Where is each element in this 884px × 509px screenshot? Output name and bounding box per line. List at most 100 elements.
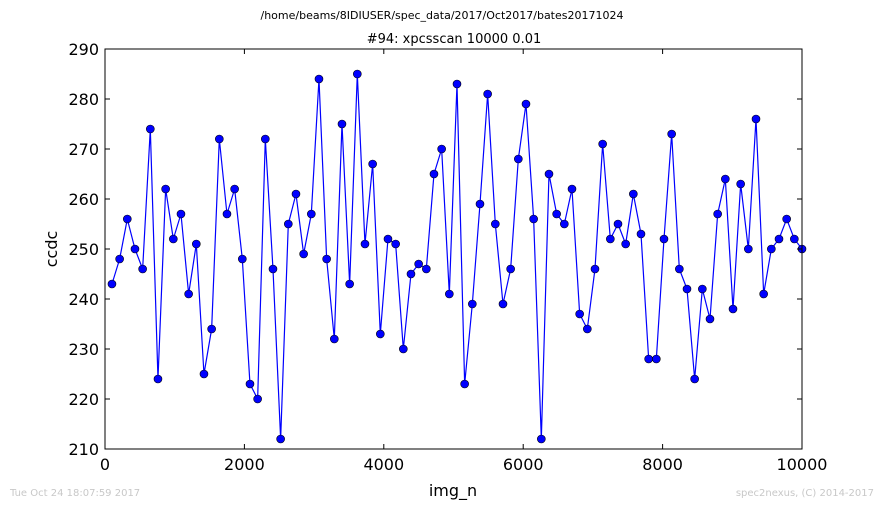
- data-point: [376, 329, 385, 339]
- data-point: [383, 234, 393, 244]
- data-point: [107, 279, 117, 289]
- x-axis: 0 2000 4000 6000 8000 10000: [100, 49, 828, 474]
- y-tick-label: 240: [68, 290, 99, 309]
- data-point: [368, 159, 377, 169]
- y-axis-label: ccdc: [42, 231, 61, 268]
- data-point: [337, 119, 347, 129]
- data-point: [782, 214, 791, 224]
- data-point: [767, 244, 776, 254]
- data-point: [744, 244, 753, 254]
- data-point: [245, 379, 255, 389]
- y-tick-label: 210: [68, 440, 99, 459]
- data-point: [184, 289, 193, 299]
- data-point: [360, 239, 370, 249]
- data-point: [307, 209, 316, 219]
- data-point: [115, 254, 124, 264]
- y-tick-label: 280: [68, 90, 99, 109]
- data-point: [713, 209, 722, 219]
- data-point: [353, 69, 362, 79]
- y-axis: 210 220 230 240 250 260 270 280 290: [68, 40, 802, 459]
- footer-credit: spec2nexus, (C) 2014-2017: [735, 488, 874, 499]
- data-point: [422, 264, 431, 274]
- data-point: [560, 219, 569, 229]
- data-point: [330, 334, 339, 344]
- page-title: /home/beams/8IDIUSER/spec_data/2017/Oct2…: [260, 9, 624, 22]
- data-point: [230, 184, 239, 194]
- data-point: [552, 209, 561, 219]
- data-point: [429, 169, 439, 179]
- data-point: [514, 154, 523, 164]
- y-tick-label: 250: [68, 240, 99, 259]
- data-point: [345, 279, 354, 289]
- data-point: [322, 254, 331, 264]
- data-point: [475, 199, 485, 209]
- data-point: [153, 374, 163, 384]
- data-point: [406, 269, 416, 279]
- data-point: [414, 259, 423, 269]
- chart-title: #94: xpcsscan 10000 0.01: [367, 32, 542, 47]
- data-point: [491, 219, 500, 229]
- data-point: [736, 179, 745, 189]
- data-point: [215, 134, 224, 144]
- y-tick-label: 230: [68, 340, 99, 359]
- data-point: [437, 144, 446, 154]
- x-tick-label: 8000: [642, 455, 683, 474]
- data-point: [146, 124, 155, 134]
- data-point: [544, 169, 554, 179]
- data-point: [314, 74, 324, 84]
- data-point: [659, 234, 669, 244]
- data-point: [652, 354, 661, 364]
- data-point: [774, 234, 784, 244]
- data-point: [506, 264, 515, 274]
- data-point: [728, 304, 738, 314]
- data-point: [498, 299, 508, 309]
- data-point: [698, 284, 707, 294]
- x-tick-label: 4000: [363, 455, 404, 474]
- data-point: [238, 254, 247, 264]
- x-tick-label: 6000: [503, 455, 544, 474]
- x-tick-label: 0: [100, 455, 110, 474]
- data-point: [207, 324, 216, 334]
- data-point: [575, 309, 584, 319]
- data-point: [690, 374, 699, 384]
- data-point: [268, 264, 278, 274]
- plot-area: [107, 69, 807, 444]
- data-point: [590, 264, 600, 274]
- data-point: [123, 214, 132, 224]
- data-point: [161, 184, 170, 194]
- footer-timestamp: Tue Oct 24 18:07:59 2017: [10, 488, 141, 499]
- data-point: [483, 89, 492, 99]
- data-point: [759, 289, 768, 299]
- data-point: [253, 394, 262, 404]
- data-point: [284, 219, 293, 229]
- data-point: [169, 234, 178, 244]
- data-point: [537, 434, 546, 444]
- data-point: [452, 79, 462, 89]
- x-tick-label: 2000: [224, 455, 265, 474]
- data-point: [261, 134, 270, 144]
- data-point: [529, 214, 538, 224]
- data-point: [629, 189, 638, 199]
- data-point: [636, 229, 646, 239]
- data-point: [276, 434, 285, 444]
- data-point: [621, 239, 630, 249]
- data-point: [460, 379, 469, 389]
- data-point: [790, 234, 799, 244]
- data-point: [682, 284, 692, 294]
- data-point: [606, 234, 615, 244]
- data-point: [138, 264, 147, 274]
- data-point: [445, 289, 454, 299]
- data-point: [598, 139, 607, 149]
- data-point: [613, 219, 623, 229]
- x-axis-label: img_n: [429, 481, 477, 501]
- plot-frame: [104, 48, 803, 450]
- series-line: [111, 73, 803, 440]
- data-point: [644, 354, 653, 364]
- data-point: [567, 184, 577, 194]
- data-point: [291, 189, 301, 199]
- x-tick-label: 10000: [777, 455, 828, 474]
- data-point: [751, 114, 761, 124]
- data-point: [222, 209, 232, 219]
- y-tick-label: 220: [68, 390, 99, 409]
